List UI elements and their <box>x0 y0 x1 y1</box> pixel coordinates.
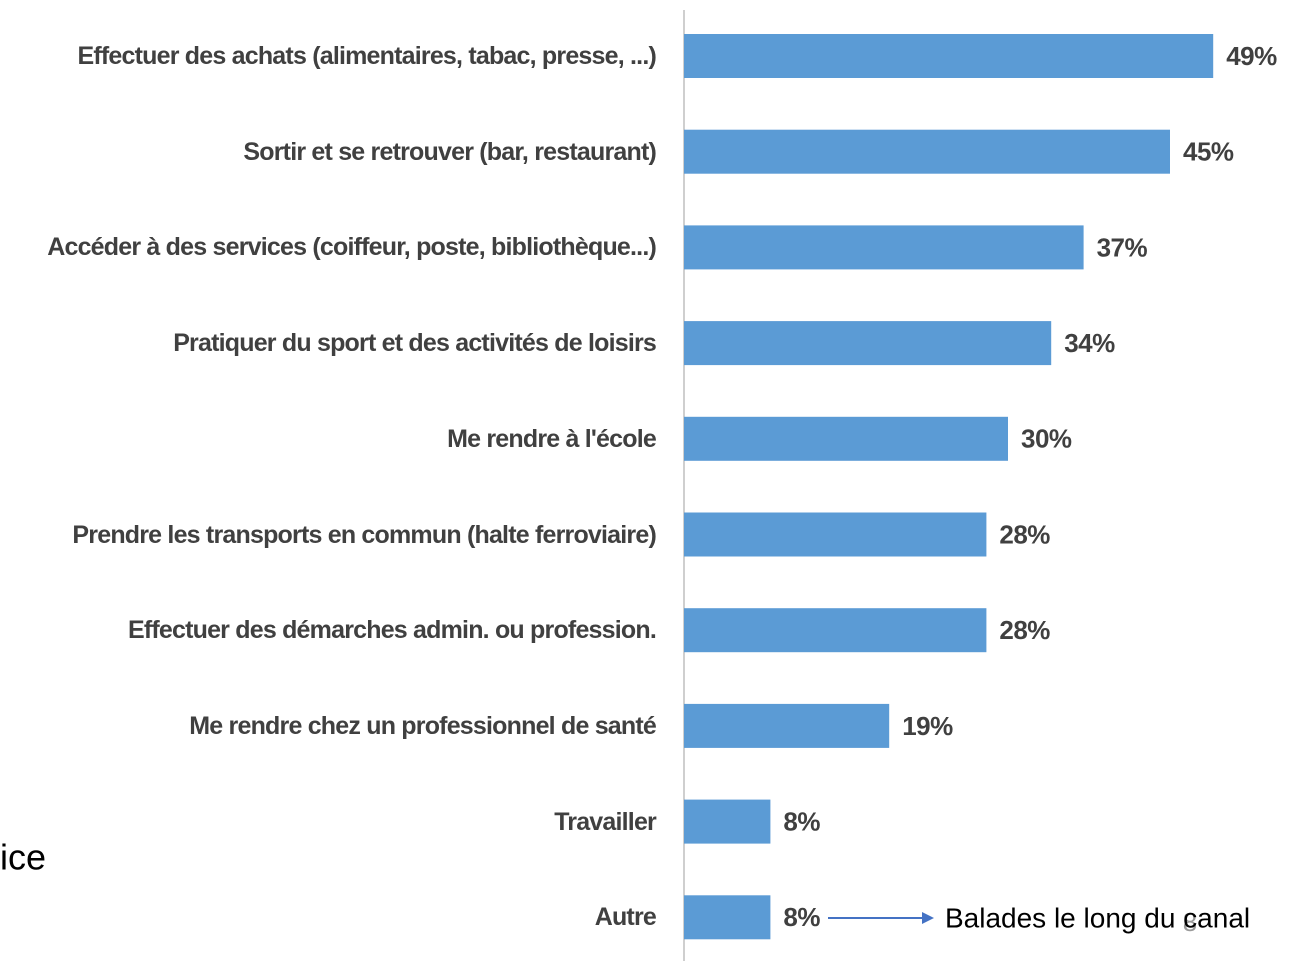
side-text: ice <box>0 837 46 878</box>
value-label: 34% <box>1064 328 1115 358</box>
category-label: Accéder à des services (coiffeur, poste,… <box>47 233 657 262</box>
category-label: Effectuer des démarches admin. ou profes… <box>127 616 657 645</box>
arrow-head <box>922 912 934 924</box>
category-label: Me rendre chez un professionnel de santé <box>189 711 657 740</box>
value-label: 8% <box>783 902 820 932</box>
bar <box>684 799 771 844</box>
value-label: 19% <box>902 711 953 741</box>
bar <box>684 321 1052 366</box>
bar <box>684 608 987 653</box>
bar <box>684 512 987 557</box>
value-label: 45% <box>1183 137 1234 167</box>
category-label: Prendre les transports en commun (halte … <box>72 520 656 549</box>
value-label: 8% <box>783 806 820 836</box>
bar <box>684 225 1084 270</box>
bar <box>684 34 1214 78</box>
bar <box>684 895 771 940</box>
bar <box>684 129 1170 174</box>
category-label: Effectuer des achats (alimentaires, taba… <box>77 42 657 70</box>
value-label: 28% <box>999 519 1050 549</box>
value-label: 49% <box>1226 41 1277 71</box>
category-label: Pratiquer du sport et des activités de l… <box>173 329 657 358</box>
value-label: 30% <box>1021 424 1072 454</box>
category-label: Me rendre à l'école <box>447 424 657 453</box>
annotation: Balades le long du canal <box>945 902 1250 933</box>
category-label: Travailler <box>554 807 657 836</box>
page-number: 8 <box>1183 907 1197 937</box>
bar <box>684 416 1008 461</box>
category-label: Sortir et se retrouver (bar, restaurant) <box>243 137 656 166</box>
category-label: Autre <box>594 903 657 932</box>
bar <box>684 703 890 748</box>
value-label: 37% <box>1097 232 1148 262</box>
value-label: 28% <box>999 615 1050 645</box>
